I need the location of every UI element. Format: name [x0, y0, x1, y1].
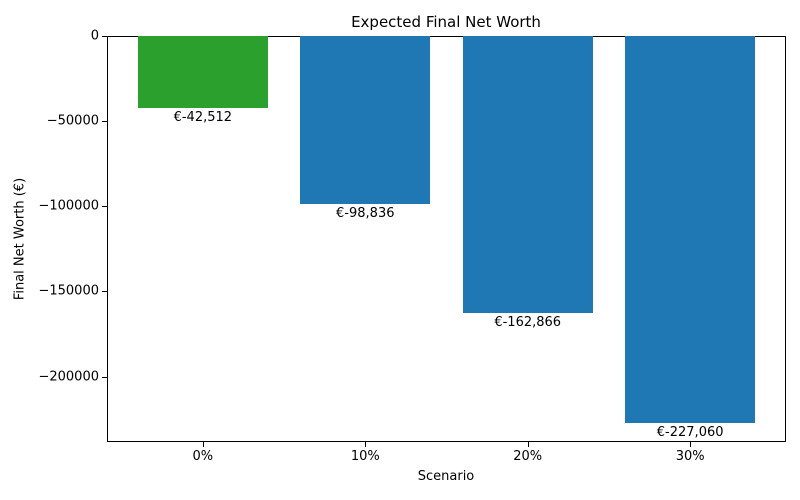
y-tick-mark: [102, 206, 107, 208]
bar-value-label: €-227,060: [656, 424, 724, 440]
x-tick-label: 20%: [513, 449, 543, 464]
x-tick-mark: [202, 442, 204, 447]
y-tick-mark: [102, 376, 107, 378]
bar-10%: [300, 36, 431, 205]
x-tick-mark: [365, 442, 367, 447]
y-tick-mark: [102, 121, 107, 123]
x-tick-label: 30%: [675, 449, 705, 464]
y-tick-label: −200000: [38, 369, 99, 385]
y-tick-label: −100000: [38, 198, 99, 214]
bar-value-label: €-98,836: [336, 206, 395, 222]
chart-title: Expected Final Net Worth: [351, 13, 541, 31]
y-tick-mark: [102, 36, 107, 37]
y-tick-label: −50000: [46, 113, 99, 129]
y-tick-label: 0: [90, 28, 99, 44]
bar-0%: [137, 36, 268, 109]
bar-value-label: €-162,866: [494, 315, 562, 331]
x-tick-label: 10%: [350, 449, 380, 464]
bar-30%: [625, 36, 756, 423]
x-tick-mark: [527, 442, 529, 447]
x-tick-mark: [690, 442, 692, 447]
bar-20%: [462, 36, 593, 314]
y-tick-label: −150000: [38, 283, 99, 299]
x-tick-label: 0%: [192, 449, 214, 464]
bar-value-label: €-42,512: [173, 110, 233, 126]
x-axis-label: Scenario: [417, 469, 475, 484]
y-axis-label: Final Net Worth (€): [12, 177, 28, 301]
y-tick-mark: [102, 291, 107, 293]
